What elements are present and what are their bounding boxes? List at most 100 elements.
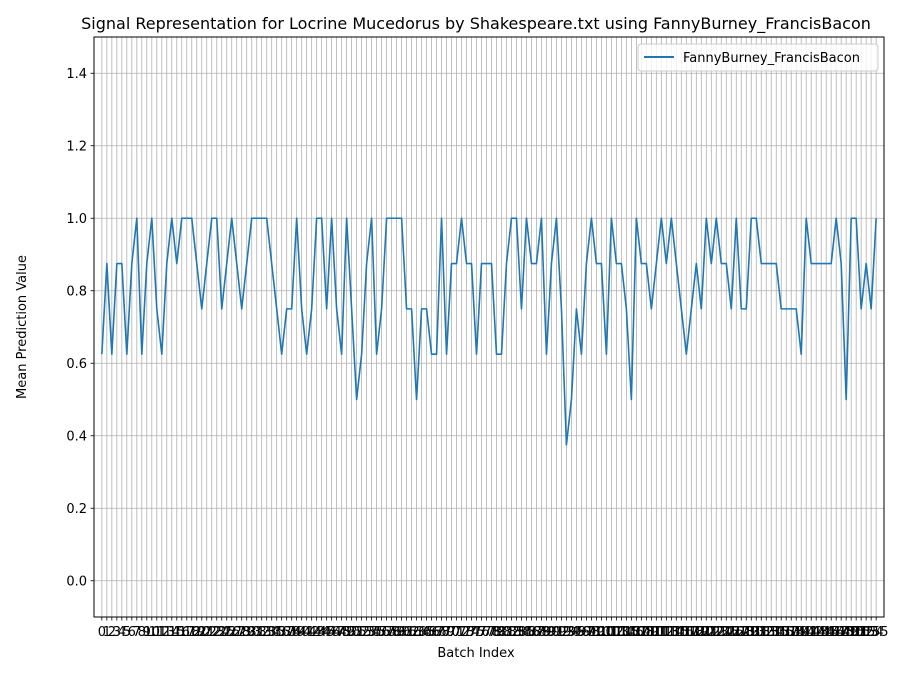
x-tick-label: 150 [839,625,864,640]
x-tick-label: 73 [458,625,475,640]
x-tick-label: 70 [443,625,460,640]
x-tick-label: 15 [169,625,186,640]
x-tick-label: 21 [198,625,215,640]
y-tick-label: 0.0 [66,574,87,589]
x-tick-label: 114 [659,625,684,640]
x-tick-label: 32 [253,625,270,640]
x-tick-label: 16 [173,625,190,640]
x-tick-label: 18 [183,625,200,640]
x-tick-label: 23 [208,625,225,640]
x-tick-label: 78 [483,625,500,640]
x-tick-label: 27 [228,625,245,640]
x-tick-label: 86 [523,625,540,640]
x-tick-label: 56 [373,625,390,640]
x-tick-label: 119 [684,625,709,640]
x-tick-label: 61 [398,625,415,640]
x-tick-label: 115 [664,625,689,640]
x-tick-label: 34 [263,625,280,640]
x-tick-label: 77 [478,625,495,640]
x-tick-label: 20 [193,625,210,640]
x-axis-label: Batch Index [437,646,515,661]
x-tick-label: 8 [138,625,146,640]
x-tick-label: 47 [328,625,345,640]
series-layer [101,217,877,446]
x-tick-label: 71 [448,625,465,640]
legend: FannyBurney_FrancisBacon [637,43,879,72]
y-tick-label: 0.4 [66,429,87,444]
x-tick-label: 97 [578,625,595,640]
x-tick-label: 44 [313,625,330,640]
x-tick-label: 22 [203,625,220,640]
x-tick-label: 152 [849,625,874,640]
x-tick-label: 43 [308,625,325,640]
x-tick-label: 120 [689,625,714,640]
x-tick-label: 126 [719,625,744,640]
x-tick-label: 52 [353,625,370,640]
x-tick-label: 98 [583,625,600,640]
x-tick-label: 39 [288,625,305,640]
x-ticks: 0123456789101112131415161718192021222324… [98,617,889,640]
x-tick-label: 91 [548,625,565,640]
x-tick-label: 85 [518,625,535,640]
x-tick-label: 65 [418,625,435,640]
x-tick-label: 6 [128,625,136,640]
x-tick-label: 90 [543,625,560,640]
x-tick-label: 72 [453,625,470,640]
x-tick-label: 10 [144,625,161,640]
x-tick-label: 124 [709,625,734,640]
x-tick-label: 79 [488,625,505,640]
y-axis-label: Mean Prediction Value [15,255,30,399]
x-tick-label: 121 [694,625,719,640]
x-tick-label: 49 [338,625,355,640]
x-tick-label: 104 [609,625,634,640]
x-tick-label: 17 [178,625,195,640]
x-tick-label: 125 [714,625,739,640]
y-ticks: 0.0 0.2 0.4 0.6 0.8 1.0 1.2 1.4 [66,67,94,589]
x-tick-label: 81 [498,625,515,640]
x-tick-label: 82 [503,625,520,640]
x-tick-label: 80 [493,625,510,640]
x-tick-label: 0 [98,625,106,640]
x-tick-label: 40 [293,625,310,640]
x-tick-label: 149 [834,625,859,640]
x-tick-label: 58 [383,625,400,640]
x-tick-label: 53 [358,625,375,640]
x-tick-label: 117 [674,625,699,640]
x-tick-label: 9 [143,625,151,640]
y-tick-label: 0.6 [66,357,87,372]
x-tick-label: 131 [744,625,769,640]
x-tick-label: 11 [149,625,166,640]
x-grid [101,37,877,617]
y-tick-label: 1.4 [66,67,87,82]
x-tick-label: 92 [553,625,570,640]
x-tick-label: 108 [629,625,654,640]
x-tick-label: 38 [283,625,300,640]
x-tick-label: 112 [649,625,674,640]
x-tick-label: 59 [388,625,405,640]
x-tick-label: 7 [133,625,141,640]
plot-frame [93,36,885,618]
x-tick-label: 95 [568,625,585,640]
x-tick-label: 89 [538,625,555,640]
x-tick-label: 102 [599,625,624,640]
x-tick-label: 105 [614,625,639,640]
x-tick-label: 30 [243,625,260,640]
x-tick-label: 2 [108,625,116,640]
x-tick-label: 122 [699,625,724,640]
legend-box [637,43,879,72]
x-tick-label: 135 [764,625,789,640]
y-tick-label: 0.2 [66,502,87,517]
x-tick-label: 31 [248,625,265,640]
x-tick-label: 1 [103,625,111,640]
x-tick-label: 136 [769,625,794,640]
x-tick-label: 123 [704,625,729,640]
x-tick-label: 140 [789,625,814,640]
series-line [101,217,877,446]
chart-title: Signal Representation for Locrine Mucedo… [81,14,871,34]
x-tick-label: 148 [829,625,854,640]
x-tick-label: 155 [864,625,889,640]
x-tick-label: 25 [218,625,235,640]
x-tick-label: 26 [223,625,240,640]
